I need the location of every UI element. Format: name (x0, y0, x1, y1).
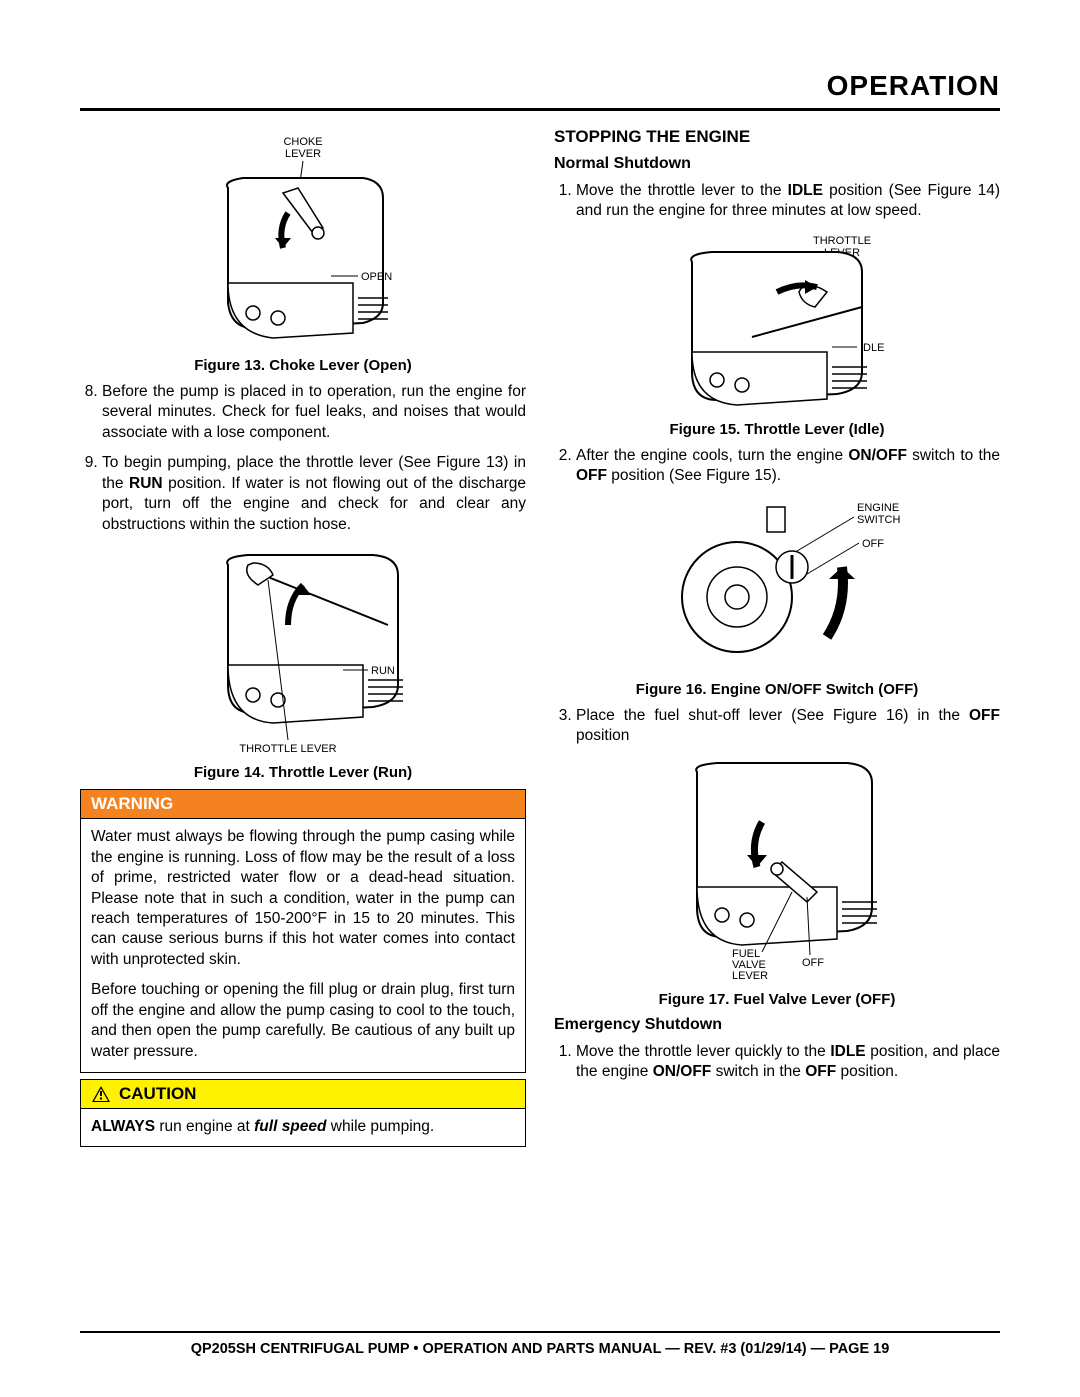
svg-text:ENGINE: ENGINE (857, 502, 899, 514)
em1-pre: Move the throttle lever quickly to the (576, 1043, 830, 1060)
caution-header: CAUTION (80, 1079, 526, 1108)
figure-14: RUN THROTTLE LEVER Figure 14. Throttle L… (80, 545, 526, 781)
r1-bold: IDLE (788, 182, 823, 199)
warning-p2: Before touching or opening the fill plug… (91, 980, 515, 1062)
right-step-3: Place the fuel shut-off lever (See Figur… (576, 706, 1000, 747)
r2-post: position (See Figure 15). (607, 467, 781, 484)
page-header: OPERATION (80, 70, 1000, 111)
em1-b2: ON/OFF (653, 1063, 712, 1080)
warning-box: Water must always be flowing through the… (80, 818, 526, 1073)
svg-text:RUN: RUN (371, 665, 395, 677)
page-footer: QP205SH CENTRIFUGAL PUMP • OPERATION AND… (80, 1331, 1000, 1357)
caution-post: while pumping. (327, 1118, 435, 1135)
step-9-post: position. If water is not flowing out of… (102, 475, 526, 533)
caution-italic: full speed (254, 1118, 326, 1135)
svg-text:LEVER: LEVER (285, 148, 321, 160)
svg-text:SWITCH: SWITCH (857, 514, 900, 526)
step-9: To begin pumping, place the throttle lev… (102, 453, 526, 535)
figure-17: FUEL VALVE LEVER OFF Figure 17. Fuel Val… (554, 757, 1000, 1008)
figure-13-caption: Figure 13. Choke Lever (Open) (80, 357, 526, 374)
r3-pre: Place the fuel shut-off lever (See Figur… (576, 707, 969, 724)
figure-15: THROTTLE LEVER (554, 232, 1000, 438)
r2-mid: switch to the (907, 447, 1000, 464)
figure-14-caption: Figure 14. Throttle Lever (Run) (80, 764, 526, 781)
right-column: STOPPING THE ENGINE Normal Shutdown Move… (554, 127, 1000, 1147)
emergency-step-1: Move the throttle lever quickly to the I… (576, 1042, 1000, 1083)
right-step-1: Move the throttle lever to the IDLE posi… (576, 181, 1000, 222)
em1-b1: IDLE (830, 1043, 865, 1060)
step-9-bold: RUN (129, 475, 163, 492)
left-column: CHOKE LEVER (80, 127, 526, 1147)
warning-header: WARNING (80, 789, 526, 818)
r2-b1: ON/OFF (848, 447, 907, 464)
r1-pre: Move the throttle lever to the (576, 182, 788, 199)
svg-text:IDLE: IDLE (860, 342, 884, 354)
step-8: Before the pump is placed in to operatio… (102, 382, 526, 443)
r2-pre: After the engine cools, turn the engine (576, 447, 848, 464)
em1-mid2: switch in the (711, 1063, 805, 1080)
svg-text:OFF: OFF (862, 538, 884, 550)
figure-16-caption: Figure 16. Engine ON/OFF Switch (OFF) (554, 681, 1000, 698)
warning-triangle-icon (91, 1085, 111, 1103)
caution-box: ALWAYS run engine at full speed while pu… (80, 1108, 526, 1146)
svg-text:CHOKE: CHOKE (283, 136, 322, 148)
emergency-shutdown-title: Emergency Shutdown (554, 1016, 1000, 1034)
svg-text:OFF: OFF (802, 957, 824, 969)
caution-header-text: CAUTION (119, 1084, 196, 1104)
figure-17-caption: Figure 17. Fuel Valve Lever (OFF) (554, 991, 1000, 1008)
warning-p1: Water must always be flowing through the… (91, 827, 515, 970)
caution-pre: ALWAYS (91, 1118, 155, 1135)
r3-bold: OFF (969, 707, 1000, 724)
right-step-2: After the engine cools, turn the engine … (576, 446, 1000, 487)
svg-text:LEVER: LEVER (732, 970, 768, 982)
em1-post: position. (836, 1063, 898, 1080)
r3-post: position (576, 727, 629, 744)
stopping-engine-title: STOPPING THE ENGINE (554, 127, 1000, 147)
figure-16: ENGINE SWITCH OFF (554, 497, 1000, 698)
normal-shutdown-title: Normal Shutdown (554, 155, 1000, 173)
figure-13: CHOKE LEVER (80, 133, 526, 374)
caution-mid: run engine at (155, 1118, 254, 1135)
svg-text:THROTTLE LEVER: THROTTLE LEVER (239, 743, 336, 755)
svg-text:OPEN: OPEN (361, 271, 392, 283)
r2-b2: OFF (576, 467, 607, 484)
em1-b3: OFF (805, 1063, 836, 1080)
figure-15-caption: Figure 15. Throttle Lever (Idle) (554, 421, 1000, 438)
svg-text:THROTTLE: THROTTLE (813, 235, 871, 247)
